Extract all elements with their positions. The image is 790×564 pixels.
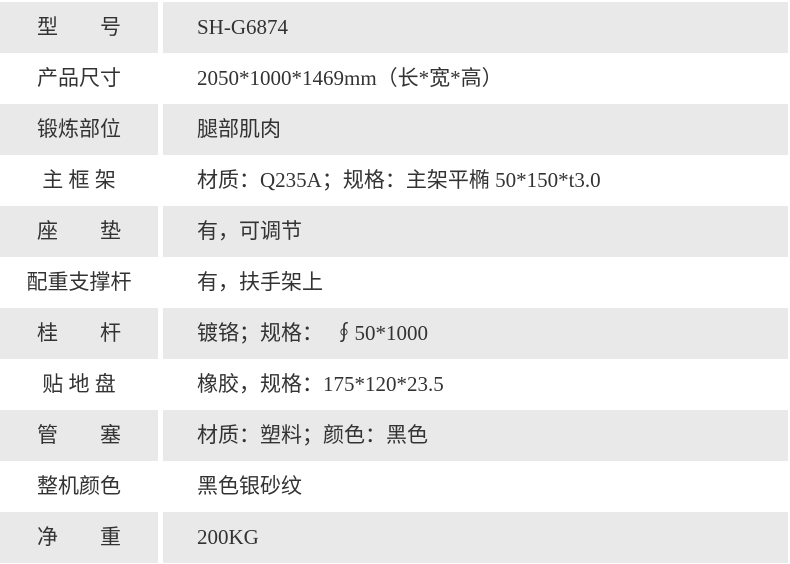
spec-value: 有，可调节	[163, 206, 788, 257]
spec-value: 200KG	[163, 512, 788, 563]
column-divider	[158, 308, 163, 359]
column-divider	[158, 155, 163, 206]
table-row: 座 垫 有，可调节	[0, 206, 788, 257]
spec-label: 配重支撑杆	[26, 270, 132, 294]
spec-label: 贴 地 盘	[42, 372, 116, 396]
column-divider	[158, 53, 163, 104]
column-divider	[158, 206, 163, 257]
column-divider	[158, 104, 163, 155]
spec-label: 产品尺寸	[37, 66, 121, 90]
spec-value: 黑色银砂纹	[197, 474, 302, 498]
spec-label: 座 垫	[0, 206, 158, 257]
table-row: 净 重 200KG	[0, 512, 788, 563]
table-row: 型 号 SH-G6874	[0, 2, 788, 53]
spec-value: 有，扶手架上	[197, 270, 323, 294]
table-row: 贴 地 盘 橡胶，规格：175*120*23.5	[0, 359, 788, 410]
table-row: 桂 杆 镀铬；规格： ∮50*1000	[0, 308, 788, 359]
spec-value: 材质：Q235A；规格：主架平椭 50*150*t3.0	[197, 168, 601, 192]
table-row: 产品尺寸 2050*1000*1469mm（长*宽*高）	[0, 53, 788, 104]
column-divider	[158, 2, 163, 53]
table-row: 配重支撑杆 有，扶手架上	[0, 257, 788, 308]
column-divider	[158, 359, 163, 410]
spec-label: 管 塞	[0, 410, 158, 461]
column-divider	[158, 410, 163, 461]
spec-value: 2050*1000*1469mm（长*宽*高）	[197, 66, 503, 90]
spec-value: SH-G6874	[163, 2, 788, 53]
column-divider	[158, 257, 163, 308]
spec-label: 整机颜色	[37, 474, 121, 498]
spec-label: 净 重	[0, 512, 158, 563]
table-row: 主 框 架 材质：Q235A；规格：主架平椭 50*150*t3.0	[0, 155, 788, 206]
table-row: 管 塞 材质：塑料；颜色：黑色	[0, 410, 788, 461]
spec-value: 腿部肌肉	[163, 104, 788, 155]
table-row: 整机颜色 黑色银砂纹	[0, 461, 788, 512]
spec-value: 材质：塑料；颜色：黑色	[163, 410, 788, 461]
spec-label: 桂 杆	[0, 308, 158, 359]
spec-value: 镀铬；规格： ∮50*1000	[163, 308, 788, 359]
column-divider	[158, 512, 163, 563]
spec-label: 型 号	[0, 2, 158, 53]
column-divider	[158, 461, 163, 512]
spec-value: 橡胶，规格：175*120*23.5	[197, 372, 444, 396]
spec-label: 主 框 架	[42, 168, 116, 192]
table-row: 锻炼部位 腿部肌肉	[0, 104, 788, 155]
spec-label: 锻炼部位	[0, 104, 158, 155]
